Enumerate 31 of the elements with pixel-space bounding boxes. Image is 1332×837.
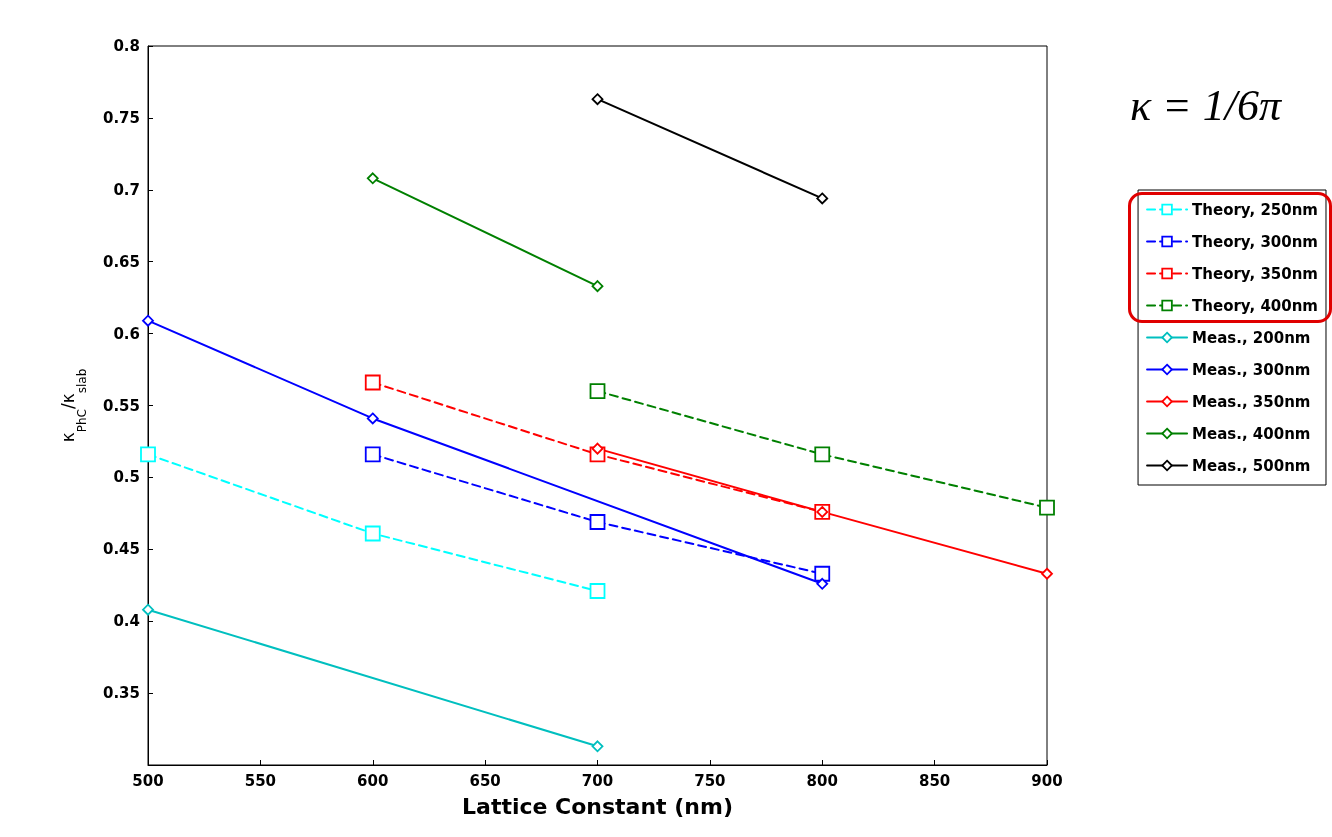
x-tick-label: 700 (581, 771, 614, 790)
y-tick-label: 0.5 (113, 468, 140, 487)
y-tick-label: 0.45 (102, 540, 140, 559)
y-tick-label: 0.7 (113, 180, 140, 199)
x-tick-label: 900 (1031, 771, 1063, 790)
x-tick-label: 600 (357, 771, 389, 790)
legend-label: Meas., 200nm (1192, 328, 1311, 347)
legend-label: Theory, 300nm (1192, 232, 1319, 251)
y-tick-label: 0.4 (113, 612, 140, 631)
legend-label: Meas., 400nm (1192, 424, 1311, 443)
y-tick-label: 0.55 (102, 396, 140, 415)
x-axis-title: Lattice Constant (nm) (462, 793, 733, 819)
y-tick-label: 0.8 (113, 37, 140, 55)
y-tick-label: 0.75 (102, 108, 140, 127)
y-tick-label: 0.6 (113, 324, 140, 343)
legend-label: Theory, 350nm (1192, 264, 1319, 283)
x-tick-label: 850 (918, 771, 951, 790)
legend-label: Meas., 300nm (1192, 360, 1311, 379)
y-tick-label: 0.65 (102, 252, 140, 271)
text: κ = 1/6π (1130, 80, 1282, 131)
legend-label: Theory, 400nm (1192, 296, 1319, 315)
y-tick-label: 0.35 (102, 684, 140, 703)
x-tick-label: 550 (244, 771, 277, 790)
legend-label: Theory, 250nm (1192, 200, 1319, 219)
legend-label: Meas., 500nm (1192, 456, 1311, 475)
x-tick-label: 750 (694, 771, 726, 790)
legend-label: Meas., 350nm (1192, 392, 1311, 411)
x-tick-label: 500 (132, 771, 164, 790)
x-tick-label: 650 (469, 771, 501, 790)
y-axis-title: κPhC/κslab (57, 368, 89, 443)
x-tick-label: 800 (806, 771, 838, 790)
